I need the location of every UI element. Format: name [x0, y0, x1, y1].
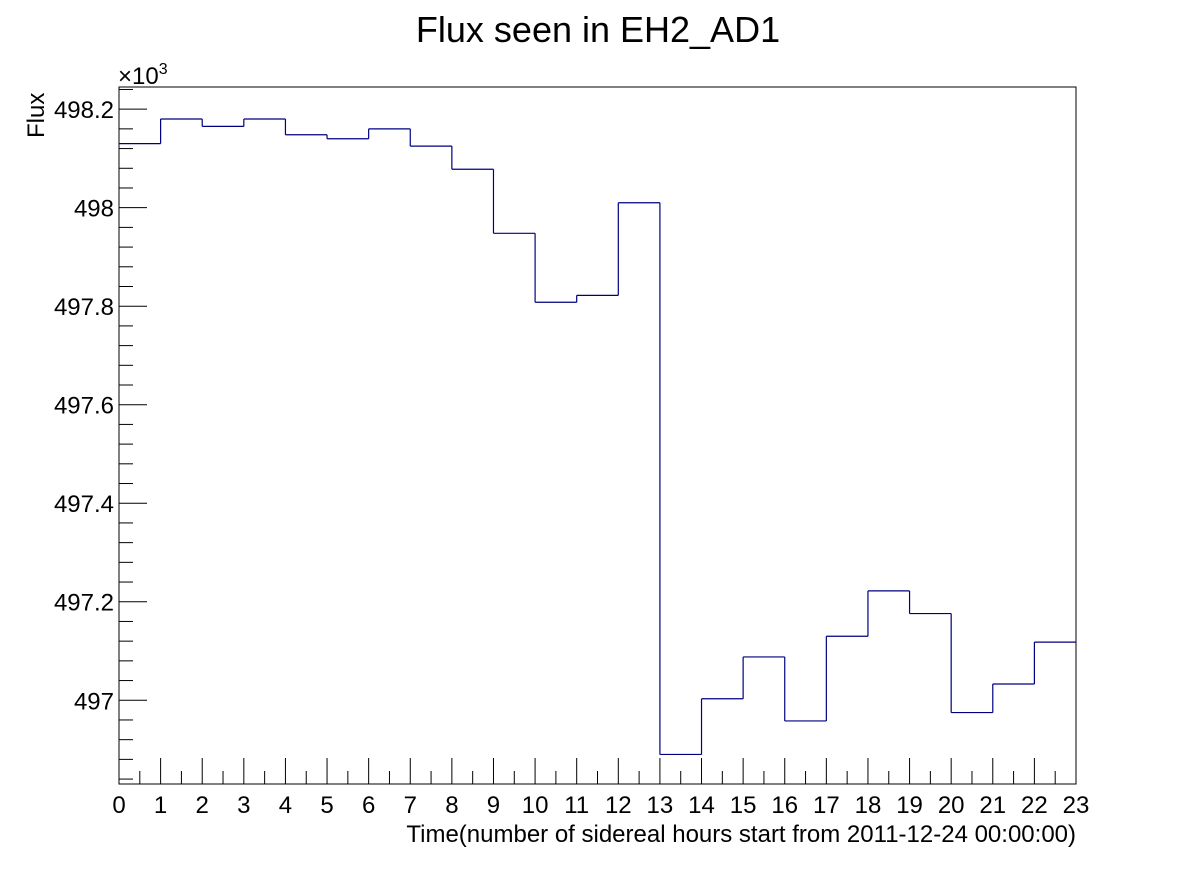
- chart-title: Flux seen in EH2_AD1: [416, 9, 780, 50]
- x-tick-label: 9: [487, 792, 500, 819]
- x-tick-label: 11: [564, 792, 589, 819]
- x-tick-label: 0: [112, 792, 125, 819]
- x-tick-label: 16: [771, 792, 798, 819]
- y-axis-title: Flux: [23, 93, 50, 138]
- x-axis-ticks: [118, 758, 1077, 784]
- x-tick-label: 14: [688, 792, 715, 819]
- x-tick-label: 15: [730, 792, 757, 819]
- x-tick-label: 5: [320, 792, 333, 819]
- y-tick-label: 497.6: [54, 393, 114, 420]
- x-tick-label: 2: [196, 792, 209, 819]
- x-tick-label: 18: [855, 792, 882, 819]
- y-tick-label: 498: [74, 196, 114, 223]
- x-tick-label: 22: [1021, 792, 1048, 819]
- x-tick-label: 13: [647, 792, 674, 819]
- x-tick-label: 3: [237, 792, 250, 819]
- y-multiplier-base: ×10: [118, 63, 159, 90]
- y-tick-label: 498.2: [54, 97, 114, 124]
- flux-series: [119, 118, 1076, 756]
- x-axis-title: Time(number of sidereal hours start from…: [406, 821, 1076, 848]
- x-tick-label: 23: [1063, 792, 1090, 819]
- y-axis-ticks: [119, 88, 147, 780]
- x-tick-label: 20: [938, 792, 965, 819]
- x-tick-label: 6: [362, 792, 375, 819]
- x-tick-label: 4: [279, 792, 292, 819]
- x-tick-label: 17: [813, 792, 840, 819]
- x-tick-label: 1: [154, 792, 167, 819]
- y-axis-multiplier: ×103: [118, 61, 168, 90]
- x-tick-label: 7: [404, 792, 417, 819]
- x-tick-label: 8: [445, 792, 458, 819]
- x-axis-tick-labels: 0 1 2 3 4 5 6 7 8 9 10 11 12 13 14 15 16 17 18 19 20 21 22 23: [112, 792, 1089, 819]
- plot-frame: [118, 86, 1077, 785]
- x-tick-label: 12: [605, 792, 632, 819]
- y-tick-label: 497.8: [54, 294, 114, 321]
- y-tick-label: 497.4: [54, 491, 114, 518]
- y-tick-label: 497.2: [54, 590, 114, 617]
- y-axis-tick-labels: 497 497.2 497.4 497.6 497.8 498 498.2: [54, 97, 114, 715]
- x-tick-label: 19: [896, 792, 923, 819]
- x-tick-label: 21: [979, 792, 1006, 819]
- x-tick-label: 10: [522, 792, 549, 819]
- y-tick-label: 497: [74, 688, 114, 715]
- y-multiplier-exponent: 3: [159, 61, 168, 78]
